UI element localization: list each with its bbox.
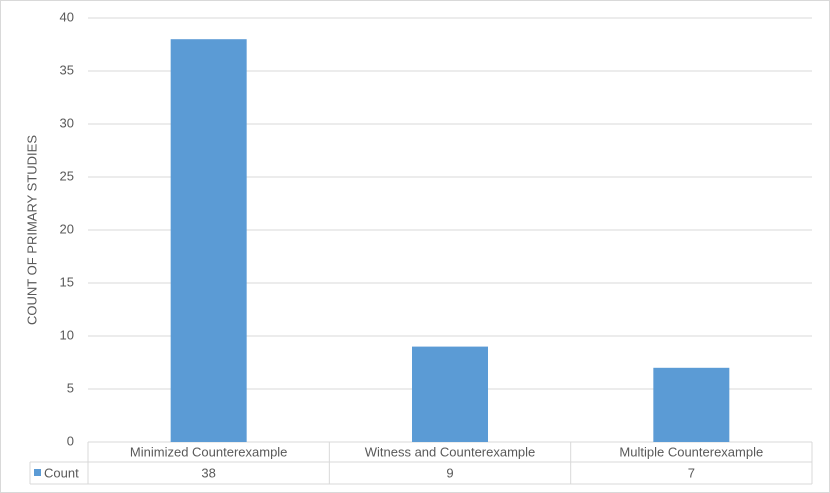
- table-value: 38: [201, 465, 215, 480]
- table-value: 9: [446, 465, 453, 480]
- y-tick-label: 40: [60, 9, 74, 24]
- legend-label: Count: [44, 465, 79, 480]
- y-tick-label: 5: [67, 380, 74, 395]
- legend-key: [34, 469, 41, 476]
- y-tick-label: 35: [60, 62, 74, 77]
- y-tick-label: 25: [60, 168, 74, 183]
- x-tick-label: Witness and Counterexample: [365, 444, 536, 459]
- y-tick-label: 30: [60, 115, 74, 130]
- bar: [170, 39, 247, 442]
- table-value: 7: [688, 465, 695, 480]
- y-tick-label: 20: [60, 221, 74, 236]
- x-tick-label: Minimized Counterexample: [130, 444, 288, 459]
- y-tick-label: 0: [67, 433, 74, 448]
- y-tick-label: 10: [60, 327, 74, 342]
- x-tick-label: Multiple Counterexample: [619, 444, 763, 459]
- y-tick-label: 15: [60, 274, 74, 289]
- bar: [653, 367, 730, 442]
- bar: [412, 346, 488, 442]
- y-axis-label: COUNT OF PRIMARY STUDIES: [24, 135, 39, 325]
